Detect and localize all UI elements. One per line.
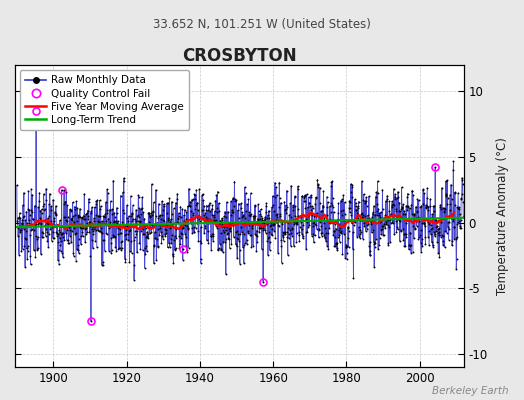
Text: 33.652 N, 101.251 W (United States): 33.652 N, 101.251 W (United States) [153, 18, 371, 31]
Legend: Raw Monthly Data, Quality Control Fail, Five Year Moving Average, Long-Term Tren: Raw Monthly Data, Quality Control Fail, … [20, 70, 189, 130]
Text: Berkeley Earth: Berkeley Earth [432, 386, 508, 396]
Title: CROSBYTON: CROSBYTON [182, 47, 297, 65]
Y-axis label: Temperature Anomaly (°C): Temperature Anomaly (°C) [496, 137, 509, 295]
